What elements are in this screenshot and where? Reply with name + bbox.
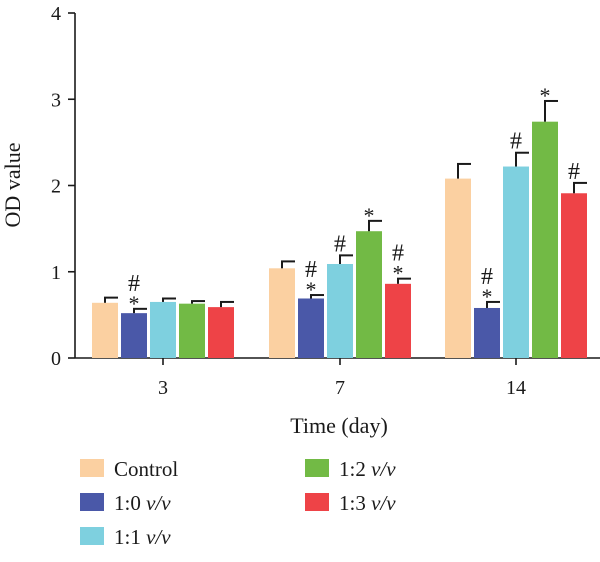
hash-annotation: # [305, 257, 317, 283]
y-tick-label: 3 [51, 89, 61, 111]
legend-swatch [80, 493, 104, 511]
bar [356, 231, 382, 358]
y-tick-label: 0 [51, 348, 61, 370]
bar [385, 283, 411, 358]
bar [474, 307, 500, 358]
bar [208, 307, 234, 358]
asterisk-annotation: * [129, 291, 140, 316]
y-axis-title: OD value [0, 143, 25, 228]
bar [121, 313, 147, 358]
legend-label: 1:1 v/v [114, 525, 171, 549]
chart-error-bars [104, 99, 587, 314]
x-tick-label: 14 [506, 377, 526, 399]
legend-label: Control [114, 457, 178, 481]
x-axis-title: Time (day) [290, 413, 388, 438]
legend-swatch [305, 493, 329, 511]
y-tick-label: 4 [51, 3, 61, 25]
asterisk-annotation: * [482, 284, 493, 309]
bar [561, 193, 587, 358]
asterisk-annotation: * [393, 261, 404, 286]
legend-swatch [80, 527, 104, 545]
legend-label: 1:2 v/v [339, 457, 396, 481]
hash-annotation: # [481, 264, 493, 290]
hash-annotation: # [568, 159, 580, 185]
bar [298, 298, 324, 358]
legend-swatch [80, 459, 104, 477]
asterisk-annotation: * [306, 277, 317, 302]
chart-annotations: *# *#*###***## [128, 83, 580, 316]
bar [92, 302, 118, 358]
chart-bars [92, 121, 587, 358]
asterisk-annotation: * [364, 203, 375, 228]
legend-swatch [305, 459, 329, 477]
legend-label: 1:3 v/v [339, 491, 396, 515]
bar [179, 303, 205, 358]
hash-annotation: # [392, 241, 404, 267]
hash-annotation: # [334, 231, 346, 257]
bar [503, 166, 529, 358]
y-tick-label: 1 [51, 262, 61, 284]
bar [445, 178, 471, 358]
bar [269, 268, 295, 358]
hash-annotation: # [510, 129, 522, 155]
y-tick-label: 2 [51, 176, 61, 198]
asterisk-annotation: * [540, 83, 551, 108]
legend-label: 1:0 v/v [114, 491, 171, 515]
bar [327, 263, 353, 358]
chart-legend: Control 1:0 v/v 1:1 v/v 1:2 v/v 1:3 v/v [80, 457, 396, 549]
bar [532, 121, 558, 358]
hash-annotation: # [128, 271, 140, 297]
bar [150, 301, 176, 358]
x-tick-label: 7 [335, 377, 345, 399]
x-tick-label: 3 [158, 377, 168, 399]
